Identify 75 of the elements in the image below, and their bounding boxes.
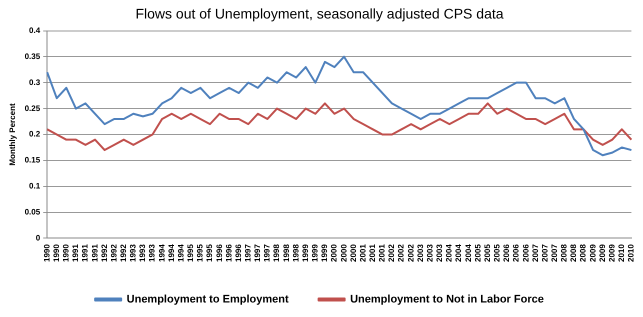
legend-label: Unemployment to Employment [126, 294, 289, 306]
x-tick-label: 2007 [550, 244, 559, 262]
x-tick-label: 2000 [339, 244, 348, 262]
x-tick-label: 2008 [578, 244, 588, 262]
x-tick-label: 2001 [378, 244, 387, 262]
x-tick-label: 1995 [205, 244, 214, 262]
x-tick-label: 2005 [492, 244, 502, 262]
x-tick-label: 2010 [617, 244, 626, 262]
x-tick-label: 2001 [358, 244, 368, 262]
y-axis-title: Monthly Percent [8, 103, 18, 166]
x-tick-label: 1997 [253, 244, 262, 262]
x-tick-label: 1994 [157, 244, 166, 262]
x-tick-label: 2000 [348, 244, 358, 262]
x-tick-label: 2000 [330, 244, 339, 262]
x-tick-label: 2002 [406, 244, 416, 262]
y-tick-label: 0.1 [29, 182, 41, 191]
x-tick-label: 1990 [52, 244, 61, 262]
x-tick-label: 2009 [588, 244, 598, 262]
x-tick-label: 1992 [100, 244, 109, 262]
x-tick-label: 2002 [396, 244, 406, 262]
x-tick-label: 2003 [425, 244, 434, 262]
x-tick-label: 2010 [626, 244, 636, 262]
x-tick-label: 1996 [224, 244, 234, 262]
x-tick-label: 2003 [416, 244, 425, 262]
x-tick-label: 2002 [387, 244, 396, 262]
x-tick-label: 1993 [138, 244, 148, 262]
x-tick-label: 2006 [521, 244, 530, 262]
x-tick-label: 1994 [176, 244, 186, 262]
x-tick-label: 1998 [291, 244, 300, 262]
x-tick-label: 1991 [90, 244, 100, 262]
x-tick-label: 1999 [310, 244, 320, 262]
x-tick-label: 1992 [118, 244, 128, 262]
x-tick-label: 2006 [512, 244, 521, 262]
y-tick-label: 0.4 [29, 26, 41, 36]
x-tick-label: 2004 [454, 244, 464, 262]
x-tick-label: 1998 [282, 244, 291, 262]
x-tick-label: 1993 [128, 244, 138, 262]
legend-label: Unemployment to Not in Labor Force [350, 294, 544, 306]
x-tick-label: 2008 [560, 244, 569, 262]
y-tick-label: 0 [36, 233, 41, 242]
x-tick-label: 1997 [262, 244, 272, 262]
x-tick-label: 1999 [320, 244, 330, 262]
x-tick-label: 2004 [444, 244, 454, 262]
x-tick-label: 1992 [109, 244, 118, 262]
x-tick-label: 2005 [482, 244, 492, 262]
chart-title: Flows out of Unemployment, seasonally adjusted CPS data [135, 5, 504, 22]
x-tick-label: 2008 [569, 244, 578, 262]
x-tick-label: 1996 [214, 244, 224, 262]
x-tick-label: 1990 [62, 244, 71, 262]
x-tick-label: 2007 [530, 244, 540, 262]
x-tick-label: 2009 [607, 244, 616, 262]
x-tick-label: 1995 [186, 244, 196, 262]
y-tick-label: 0.2 [29, 130, 41, 139]
y-tick-label: 0.05 [24, 207, 41, 216]
x-tick-label: 2005 [473, 244, 482, 262]
x-tick-label: 1994 [166, 244, 176, 262]
x-tick-label: 2003 [435, 244, 444, 262]
y-tick-label: 0.15 [24, 156, 41, 165]
x-tick-label: 2004 [464, 244, 473, 262]
y-tick-label: 0.25 [24, 104, 41, 113]
x-tick-label: 2009 [598, 244, 607, 262]
x-tick-label: 1993 [148, 244, 157, 262]
y-tick-label: 0.35 [24, 52, 41, 61]
x-tick-label: 1990 [42, 244, 52, 262]
x-tick-label: 1997 [244, 244, 252, 262]
y-tick-label: 0.3 [29, 78, 41, 87]
x-tick-label: 2006 [502, 244, 512, 262]
x-tick-label: 1998 [272, 244, 282, 262]
x-tick-label: 1995 [196, 244, 205, 262]
x-tick-label: 1999 [300, 244, 310, 262]
x-tick-label: 1991 [80, 244, 90, 262]
x-tick-label: 1996 [234, 244, 243, 262]
x-tick-label: 1991 [71, 244, 80, 262]
x-tick-label: 2001 [368, 244, 378, 262]
x-tick-label: 2007 [540, 244, 550, 262]
